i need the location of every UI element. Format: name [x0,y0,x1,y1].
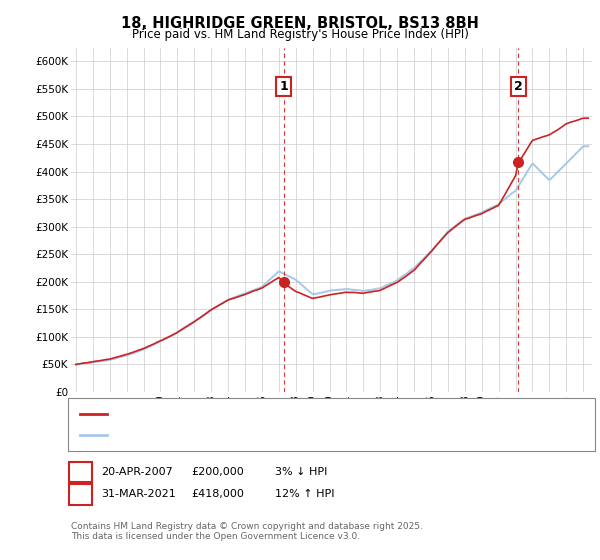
Text: 2: 2 [76,488,85,501]
Text: 18, HIGHRIDGE GREEN, BRISTOL, BS13 8BH (semi-detached house): 18, HIGHRIDGE GREEN, BRISTOL, BS13 8BH (… [114,409,465,419]
Text: 12% ↑ HPI: 12% ↑ HPI [275,489,334,500]
Text: 20-APR-2007: 20-APR-2007 [101,467,173,477]
Text: 2: 2 [514,80,523,92]
Text: 18, HIGHRIDGE GREEN, BRISTOL, BS13 8BH: 18, HIGHRIDGE GREEN, BRISTOL, BS13 8BH [121,16,479,31]
Text: 1: 1 [76,465,85,479]
Text: Price paid vs. HM Land Registry's House Price Index (HPI): Price paid vs. HM Land Registry's House … [131,28,469,41]
Text: £418,000: £418,000 [191,489,244,500]
Text: HPI: Average price, semi-detached house, City of Bristol: HPI: Average price, semi-detached house,… [114,430,406,440]
Text: £200,000: £200,000 [191,467,244,477]
Text: 1: 1 [280,80,288,92]
Text: 3% ↓ HPI: 3% ↓ HPI [275,467,327,477]
Text: Contains HM Land Registry data © Crown copyright and database right 2025.
This d: Contains HM Land Registry data © Crown c… [71,522,422,542]
Text: 31-MAR-2021: 31-MAR-2021 [101,489,176,500]
